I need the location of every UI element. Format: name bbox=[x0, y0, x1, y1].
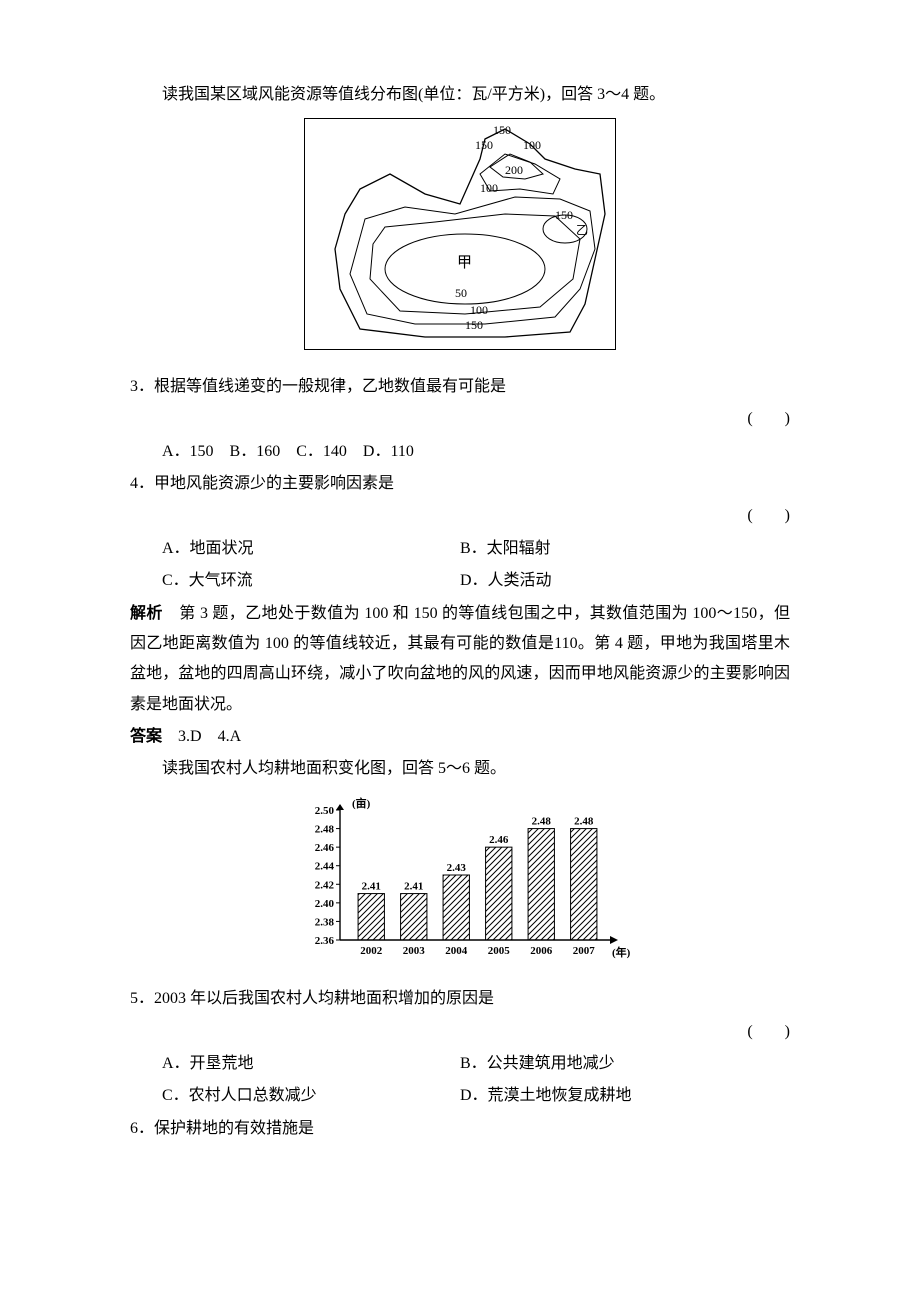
svg-text:2002: 2002 bbox=[360, 945, 383, 957]
svg-text:2.38: 2.38 bbox=[315, 916, 335, 928]
bar-chart-figure: (亩) 2.36 2.38 2.40 2.42 2.44 2.46 2.48 2.50 (年) 2.… bbox=[130, 795, 790, 976]
svg-text:2004: 2004 bbox=[445, 945, 468, 957]
answer-34: 答案 3.D 4.A bbox=[130, 722, 790, 752]
intro-56: 读我国农村人均耕地面积变化图，回答 5～6 题。 bbox=[130, 754, 790, 784]
yi-label: 乙 bbox=[576, 223, 588, 237]
svg-text:2.41: 2.41 bbox=[404, 880, 423, 892]
q4-opt-d: D．人类活动 bbox=[460, 566, 790, 596]
answer-text: 3.D 4.A bbox=[162, 728, 241, 745]
explain-text: 第 3 题，乙地处于数值为 100 和 150 的等值线包围之中，其数值范围为 … bbox=[130, 605, 790, 713]
q4-opt-a: A．地面状况 bbox=[130, 534, 460, 564]
q5-paren: ( ) bbox=[130, 1017, 790, 1047]
q5-row2: C．农村人口总数减少 D．荒漠土地恢复成耕地 bbox=[130, 1081, 790, 1111]
contour-label: 150 bbox=[475, 138, 493, 152]
q4-row1: A．地面状况 B．太阳辐射 bbox=[130, 534, 790, 564]
contour-label: 100 bbox=[480, 181, 498, 195]
svg-text:2005: 2005 bbox=[488, 945, 511, 957]
svg-text:2006: 2006 bbox=[530, 945, 553, 957]
q5-opt-b: B．公共建筑用地减少 bbox=[460, 1049, 790, 1079]
svg-text:(年): (年) bbox=[612, 945, 630, 959]
svg-text:2007: 2007 bbox=[573, 945, 596, 957]
q5-row1: A．开垦荒地 B．公共建筑用地减少 bbox=[130, 1049, 790, 1079]
svg-text:2.41: 2.41 bbox=[362, 880, 381, 892]
svg-text:2.50: 2.50 bbox=[315, 805, 335, 817]
contour-label: 200 bbox=[505, 163, 523, 177]
svg-text:(亩): (亩) bbox=[352, 796, 371, 810]
q4-paren: ( ) bbox=[130, 501, 790, 531]
q4-opt-b: B．太阳辐射 bbox=[460, 534, 790, 564]
contour-label: 150 bbox=[493, 123, 511, 137]
svg-text:2.48: 2.48 bbox=[315, 823, 335, 835]
chart-body: (亩) 2.36 2.38 2.40 2.42 2.44 2.46 2.48 2.50 (年) 2.… bbox=[315, 796, 630, 959]
q5-opt-d: D．荒漠土地恢复成耕地 bbox=[460, 1081, 790, 1111]
svg-text:2.48: 2.48 bbox=[574, 815, 594, 827]
q4-row2: C．大气环流 D．人类活动 bbox=[130, 566, 790, 596]
q3-stem: 3．根据等值线递变的一般规律，乙地数值最有可能是 bbox=[130, 372, 790, 402]
q5-stem: 5．2003 年以后我国农村人均耕地面积增加的原因是 bbox=[130, 984, 790, 1014]
bar-chart: (亩) 2.36 2.38 2.40 2.42 2.44 2.46 2.48 2.50 (年) 2.… bbox=[290, 795, 630, 965]
jia-label: 甲 bbox=[457, 255, 472, 271]
contour-map: 150 150 100 200 100 150 乙 甲 50 100 150 bbox=[304, 118, 616, 350]
q3-paren: ( ) bbox=[130, 404, 790, 434]
contour-label: 100 bbox=[523, 138, 541, 152]
q5-opt-a: A．开垦荒地 bbox=[130, 1049, 460, 1079]
svg-text:2.42: 2.42 bbox=[315, 879, 335, 891]
contour-label: 150 bbox=[465, 318, 483, 332]
explain-label: 解析 bbox=[130, 605, 163, 622]
contour-label: 150 bbox=[555, 208, 573, 222]
page-container: 读我国某区域风能资源等值线分布图(单位：瓦/平方米)，回答 3～4 题。 150… bbox=[0, 0, 920, 1206]
map-figure: 150 150 100 200 100 150 乙 甲 50 100 150 bbox=[130, 118, 790, 361]
q5-opt-c: C．农村人口总数减少 bbox=[130, 1081, 460, 1111]
svg-text:2.36: 2.36 bbox=[315, 935, 335, 947]
q4-opt-c: C．大气环流 bbox=[130, 566, 460, 596]
q4-stem: 4．甲地风能资源少的主要影响因素是 bbox=[130, 469, 790, 499]
q6-stem: 6．保护耕地的有效措施是 bbox=[130, 1114, 790, 1144]
svg-text:2.43: 2.43 bbox=[447, 862, 467, 874]
svg-text:2.46: 2.46 bbox=[315, 842, 335, 854]
q3-options: A．150 B．160 C．140 D．110 bbox=[130, 437, 790, 467]
intro-34: 读我国某区域风能资源等值线分布图(单位：瓦/平方米)，回答 3～4 题。 bbox=[130, 80, 790, 110]
contour-label: 100 bbox=[470, 303, 488, 317]
svg-text:2.48: 2.48 bbox=[532, 815, 552, 827]
answer-label: 答案 bbox=[130, 728, 162, 745]
explain-34: 解析 第 3 题，乙地处于数值为 100 和 150 的等值线包围之中，其数值范… bbox=[130, 599, 790, 721]
svg-text:2.46: 2.46 bbox=[489, 834, 509, 846]
svg-text:2003: 2003 bbox=[403, 945, 426, 957]
contour-label: 50 bbox=[455, 286, 467, 300]
svg-text:2.40: 2.40 bbox=[315, 898, 335, 910]
svg-text:2.44: 2.44 bbox=[315, 861, 335, 873]
